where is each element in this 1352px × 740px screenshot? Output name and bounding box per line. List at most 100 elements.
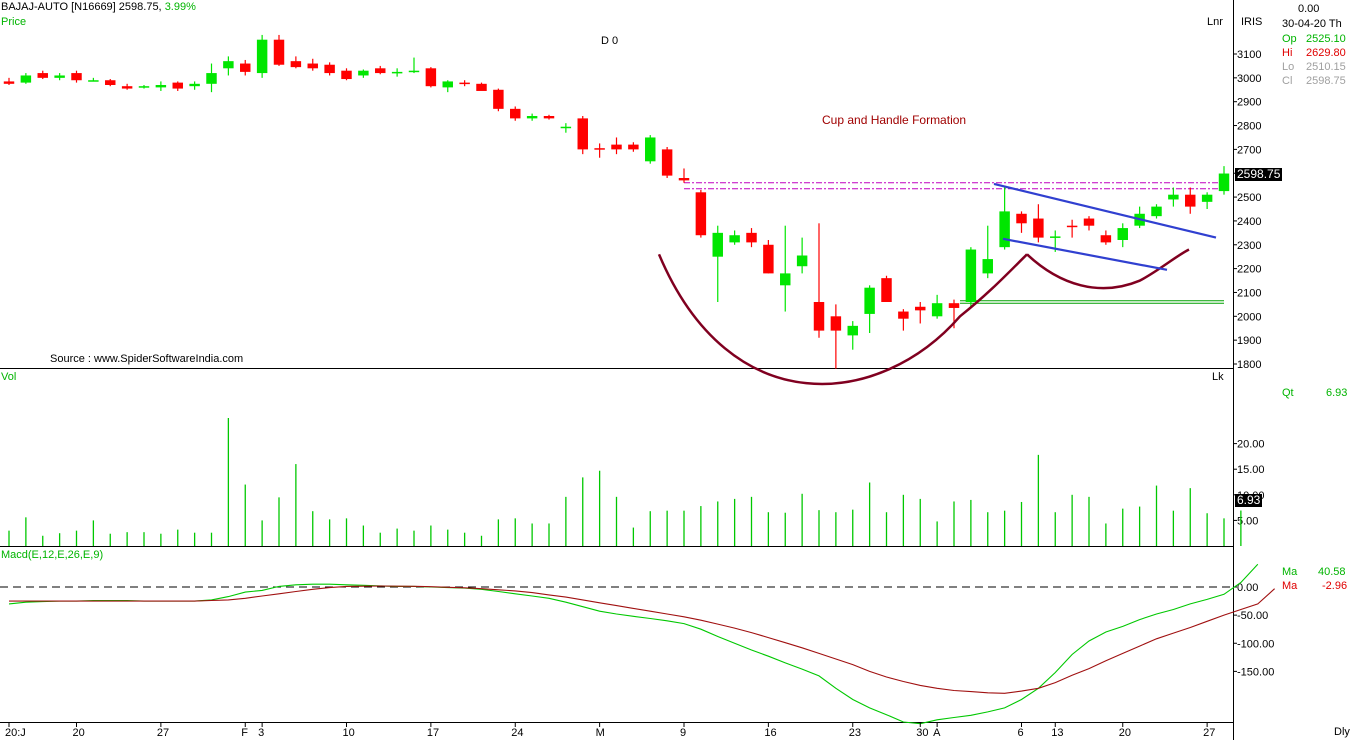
candle-body <box>526 116 538 119</box>
candle-body <box>341 70 352 80</box>
x-tick-label: A <box>933 727 941 739</box>
candle-body <box>661 149 673 176</box>
price-tick-label: 2800 <box>1237 121 1261 133</box>
candle-body <box>88 80 99 82</box>
candle-body <box>155 85 167 88</box>
macd-tick-label: -150.00 <box>1237 666 1274 678</box>
candle-body <box>645 137 656 162</box>
candle-body <box>611 144 622 150</box>
candle-body <box>712 232 723 257</box>
drawing-tag: D 0 <box>601 35 619 47</box>
candle-body <box>1151 206 1162 217</box>
symbol-label: BAJAJ-AUTO [N16669] <box>1 1 116 13</box>
candle-body <box>847 325 858 336</box>
candle-body <box>982 259 993 274</box>
candle-body <box>577 118 588 150</box>
macd-pane-label: Macd(E,12,E,26,E,9) <box>1 549 104 561</box>
candle-body <box>391 71 403 74</box>
candle-body <box>105 80 116 85</box>
qty-label: Qt <box>1282 387 1294 399</box>
candle-body <box>931 303 943 317</box>
candle-body <box>172 82 183 89</box>
x-tick-label: F <box>241 727 248 739</box>
candle-body <box>290 61 302 68</box>
handle-curve <box>1026 248 1190 290</box>
price-tick-label: 1800 <box>1237 359 1261 371</box>
chart-title-bar: BAJAJ-AUTO [N16669] 2598.75, 3.99% <box>1 1 196 14</box>
candle-body <box>54 75 65 78</box>
source-annotation: Source : www.SpiderSoftwareIndia.com <box>50 353 244 365</box>
macd-signal-line <box>9 585 1275 694</box>
candle-body <box>864 287 875 314</box>
candle-body <box>1168 194 1179 200</box>
candle-body <box>3 81 15 84</box>
x-tick-label: 27 <box>1203 727 1215 739</box>
candle-body <box>408 70 420 73</box>
x-tick-label: 13 <box>1051 727 1063 739</box>
candle-body <box>20 75 32 83</box>
high-label: Hi <box>1282 47 1293 59</box>
candle-body <box>375 68 386 74</box>
x-tick-label: 20 <box>1119 727 1131 739</box>
price-tick-label: 2000 <box>1237 311 1261 323</box>
macd-ma1-label: Ma <box>1282 566 1298 578</box>
candle-body <box>37 73 48 78</box>
change-pct-label: 3.99% <box>164 1 196 13</box>
price-tick-label: 3100 <box>1237 49 1261 61</box>
candle-body <box>442 81 453 88</box>
candle-body <box>1185 194 1196 207</box>
x-tick-label: 27 <box>157 727 169 739</box>
candle-body <box>796 255 808 267</box>
x-tick-label: 16 <box>764 727 776 739</box>
candle-body <box>999 211 1010 248</box>
candle-body <box>358 70 369 76</box>
x-tick-label: 3 <box>258 727 264 739</box>
candle-body <box>476 83 487 91</box>
iris-label: IRIS <box>1241 16 1263 28</box>
candle-body <box>628 144 639 150</box>
candle-body <box>695 192 707 236</box>
close-value: 2598.75 <box>1306 75 1346 87</box>
high-value: 2629.80 <box>1306 47 1346 59</box>
candle-body <box>1117 228 1128 240</box>
candle-body <box>189 83 200 87</box>
price-tick-label: 2300 <box>1237 240 1261 252</box>
scale-mode-label[interactable]: Lnr <box>1207 16 1223 28</box>
candle-body <box>763 244 774 274</box>
candle-body <box>138 86 150 88</box>
open-value: 2525.10 <box>1306 33 1346 45</box>
macd-tick-label: 0.00 <box>1237 582 1258 594</box>
candle-body <box>273 39 285 65</box>
candle-body <box>307 63 318 69</box>
candle-body <box>813 302 825 331</box>
candle-body <box>746 232 757 243</box>
x-tick-label: 9 <box>680 727 686 739</box>
macd-ma1-value: 40.58 <box>1318 566 1346 578</box>
candle-body <box>324 64 335 74</box>
upper-trendline <box>993 182 1217 239</box>
price-tick-label: 2100 <box>1237 287 1261 299</box>
candle-body <box>1083 218 1095 226</box>
candle-body <box>729 235 740 243</box>
qty-value: 6.93 <box>1326 387 1348 399</box>
price-tick-label: 1900 <box>1237 335 1261 347</box>
candle-body <box>425 68 437 87</box>
candle-body <box>1050 236 1061 238</box>
candle-body <box>1066 225 1078 228</box>
candle-body <box>678 178 690 181</box>
candle-body <box>1100 235 1112 243</box>
candle-body <box>543 116 555 119</box>
period-label[interactable]: Dly <box>1334 726 1350 738</box>
price-tick-label: 2500 <box>1237 192 1261 204</box>
price-pane-label: Price <box>1 16 27 28</box>
last-price-marker: 2598.75 <box>1235 167 1283 181</box>
volume-tick-label: 20.00 <box>1237 439 1265 451</box>
date-value: 30-04-20 <box>1282 18 1327 30</box>
price-tick-label: 2700 <box>1237 144 1261 156</box>
price-tick-label: 2900 <box>1237 97 1261 109</box>
day-value: Th <box>1328 18 1342 30</box>
price-tick-label: 2200 <box>1237 264 1261 276</box>
date-label: 30-04-20 Th <box>1282 18 1342 31</box>
candle-body <box>898 311 909 319</box>
